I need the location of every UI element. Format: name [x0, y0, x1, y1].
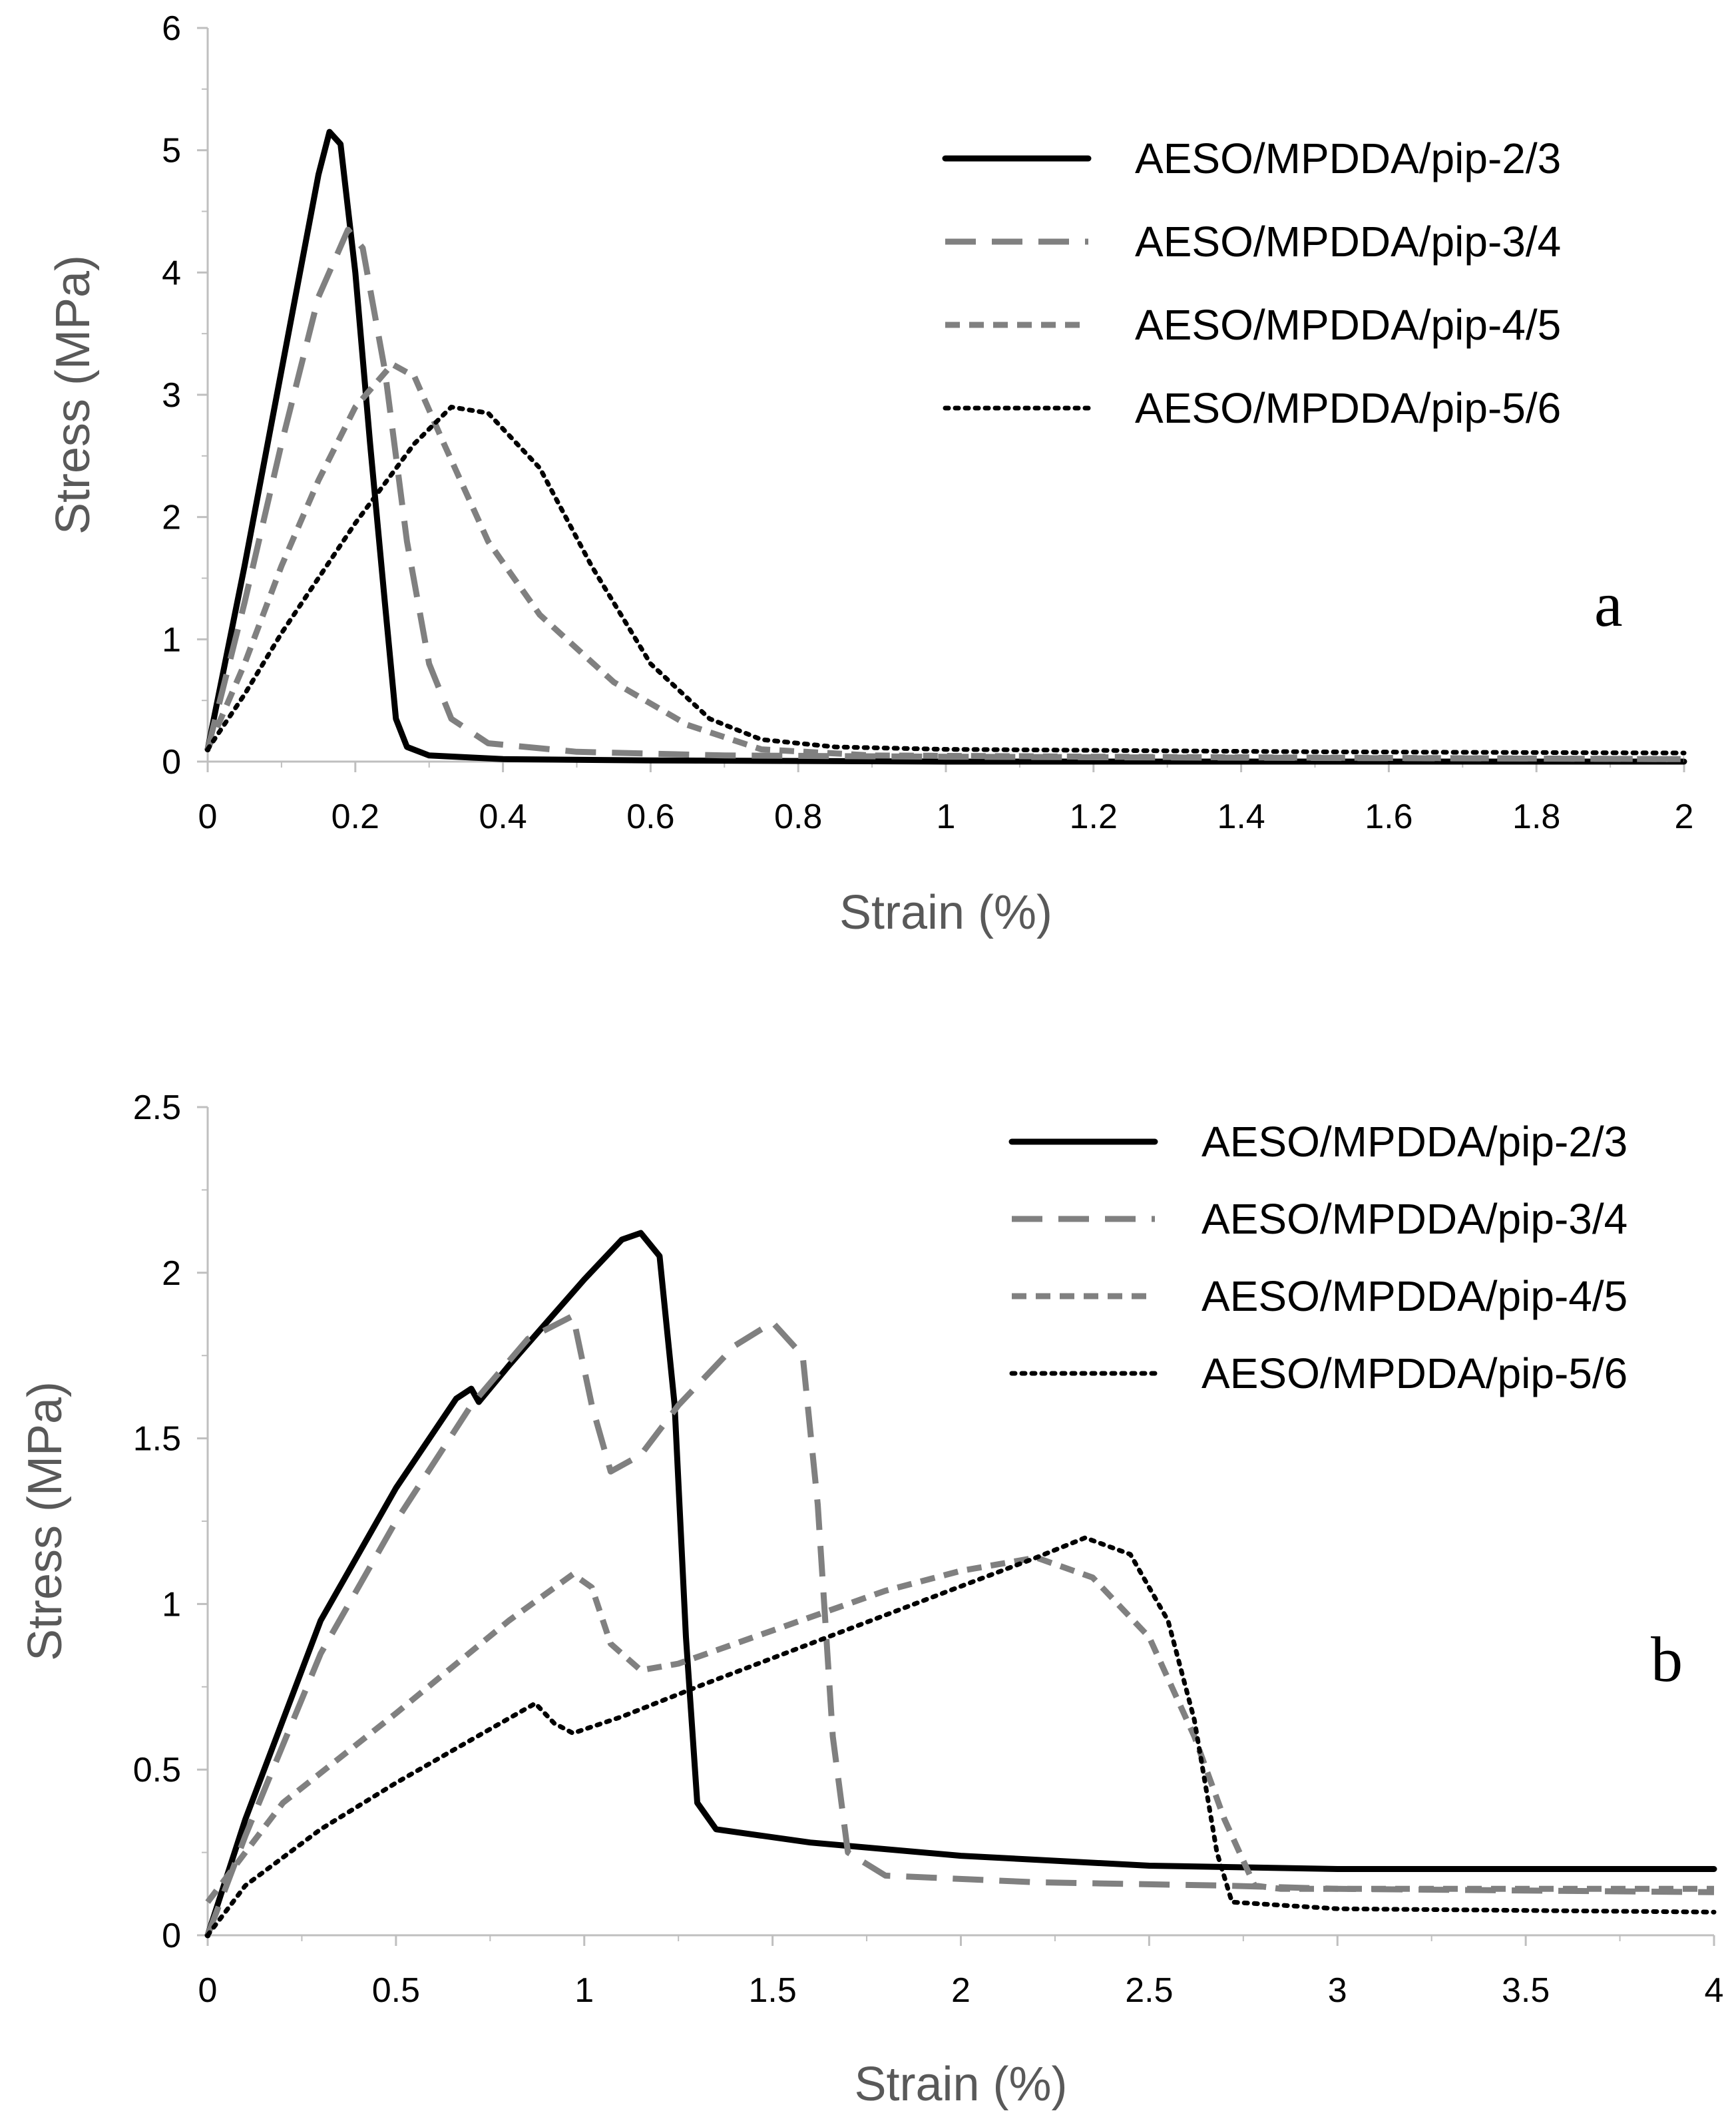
series-line-4	[205, 1535, 1717, 1938]
x-axis-label: Strain (%)	[854, 2058, 1067, 2111]
x-tick-label: 1	[574, 1971, 594, 2010]
legend-entry-label: AESO/MPDDA/pip-5/6	[1201, 1349, 1628, 1397]
x-tick-label: 4	[1705, 1971, 1724, 2010]
legend: AESO/MPDDA/pip-2/3 AESO/MPDDA/pip-3/4 AESO…	[942, 134, 1561, 432]
y-tick-label: 3	[162, 376, 181, 415]
y-tick-label: 2	[162, 1254, 181, 1293]
x-tick-label: 0.4	[479, 798, 527, 836]
y-tick-label: 0.5	[133, 1751, 181, 1789]
x-tick-label: 0	[198, 1971, 218, 2010]
y-tick-label: 1	[162, 1585, 181, 1624]
x-tick-label: 1.6	[1365, 798, 1412, 836]
x-tick-label: 3	[1328, 1971, 1347, 2010]
series-line-2	[204, 226, 1685, 762]
x-tick-label: 0.6	[626, 798, 674, 836]
y-tick-label: 5	[162, 132, 181, 170]
series-line-1	[204, 128, 1687, 765]
legend: AESO/MPDDA/pip-2/3 AESO/MPDDA/pip-3/4 AESO…	[1008, 1118, 1628, 1397]
y-tick-label: 2	[162, 499, 181, 537]
x-tick-label: 1.2	[1070, 798, 1118, 836]
x-tick-label: 0.5	[372, 1971, 420, 2010]
legend-entry-label: AESO/MPDDA/pip-5/6	[1135, 384, 1561, 432]
x-tick-label: 0.8	[774, 798, 822, 836]
y-tick-label: 1	[162, 620, 181, 659]
legend-entry-label: AESO/MPDDA/pip-3/4	[1201, 1195, 1628, 1243]
y-tick-label: 0	[162, 1917, 181, 1955]
y-tick-label: 6	[162, 9, 181, 48]
legend-entry-label: AESO/MPDDA/pip-3/4	[1135, 218, 1561, 266]
legend-entry-label: AESO/MPDDA/pip-4/5	[1201, 1272, 1628, 1320]
series-line-2	[204, 1313, 1715, 1937]
y-axis-label: Stress (MPa)	[19, 1381, 72, 1661]
series-line-3	[205, 1554, 1714, 1904]
y-tick-label: 0	[162, 743, 181, 782]
x-tick-label: 0	[198, 798, 218, 836]
x-tick-label: 2.5	[1125, 1971, 1173, 2010]
x-tick-label: 2	[951, 1971, 971, 2010]
x-tick-label: 1.4	[1217, 798, 1265, 836]
x-tick-label: 3.5	[1502, 1971, 1550, 2010]
y-axis-label: Stress (MPa)	[47, 255, 100, 535]
x-tick-label: 1.8	[1512, 798, 1560, 836]
series-line-3	[204, 361, 1685, 762]
series-line-4	[205, 404, 1687, 756]
x-axis-label: Strain (%)	[839, 886, 1052, 939]
legend-entry-label: AESO/MPDDA/pip-2/3	[1201, 1118, 1628, 1166]
panel-label: a	[1594, 569, 1623, 640]
y-tick-label: 4	[162, 254, 181, 292]
x-tick-label: 0.2	[331, 798, 379, 836]
legend-entry-label: AESO/MPDDA/pip-2/3	[1135, 134, 1561, 182]
x-tick-label: 1	[937, 798, 956, 836]
chart-panel-b: 0 0.5 1 1.5 2 2.5 0 0.5 1 1.5 2 2.5 3 3.5 4 Strain (%) S…	[19, 1088, 1723, 2111]
x-tick-label: 1.5	[748, 1971, 796, 2010]
y-tick-label: 2.5	[133, 1088, 181, 1127]
chart-panel-a: 0 1 2 3 4 5 6 0 0.2 0.4 0.6 0.8 1 1.2 1.4 1.6 1.8 2 Strain…	[47, 9, 1693, 939]
y-tick-label: 1.5	[133, 1420, 181, 1459]
x-tick-label: 2	[1675, 798, 1694, 836]
series-line-1	[204, 1230, 1717, 1939]
legend-entry-label: AESO/MPDDA/pip-4/5	[1135, 301, 1561, 349]
panel-label: b	[1651, 1624, 1683, 1695]
